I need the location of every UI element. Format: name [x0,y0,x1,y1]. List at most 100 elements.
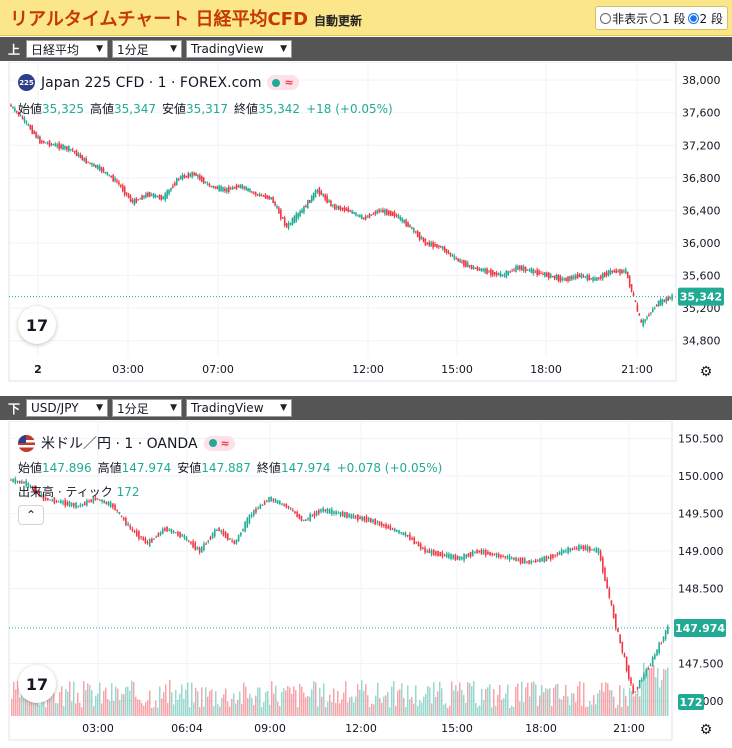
candle-body [638,313,641,316]
candle-body [605,272,608,276]
volume-bar [143,705,145,716]
nikkei-chart-panel[interactable]: 38,000 37,600 37,200 36,800 36,400 36,000 35,6… [0,62,732,390]
volume-bar [169,680,171,716]
price-tag-bg [678,287,724,306]
volume-bar [105,687,107,716]
candle-body [513,557,515,560]
top-symbol-select[interactable]: 日経平均 ▼ [26,40,108,58]
candle-body [609,270,612,274]
volume-bar [315,682,317,716]
candle-body [276,500,279,504]
volume-bar [647,667,649,716]
candle-body [305,205,307,208]
usdjpy-chart-canvas[interactable]: 150.500150.000149.500149.000148.500148.0… [0,421,732,748]
volume-bar [477,706,479,716]
candle-body [189,173,192,177]
candle-body [439,246,442,248]
candle-body [646,317,648,319]
collapse-button[interactable]: ⌃ [18,505,44,525]
candle-body [474,552,476,554]
volume-bar [419,700,421,716]
volume-bar [135,696,137,716]
candle-body [262,195,265,197]
nikkei-chart-canvas[interactable]: 38,000 37,600 37,200 36,800 36,400 36,000 35,6… [0,62,732,390]
candle-body [77,153,80,156]
volume-bar [225,688,227,716]
candle-body [345,208,348,211]
mode-one-radio[interactable]: 1 段 [650,10,686,27]
candle-body [237,534,240,541]
candle-body [51,499,53,501]
volume-bar [345,681,347,716]
volume-bar [285,690,287,716]
candle-body [57,501,60,503]
mode-two-radio[interactable]: 2 段 [687,10,723,27]
volume-bar [337,690,339,716]
bottom-source-select[interactable]: TradingView ▼ [186,399,292,417]
candle-body [380,210,382,212]
candle-body [68,501,71,507]
volume-bar [303,692,305,716]
bottom-interval-select[interactable]: 1分足 ▼ [112,399,182,417]
candle-body [615,613,617,629]
volume-bar [179,693,181,716]
candle-body [328,200,330,203]
low-label: 安値 [177,461,202,475]
candle-body [19,115,22,117]
bottom-symbol-select[interactable]: USD/JPY ▼ [26,399,108,417]
candle-body [499,272,502,277]
candle-body [401,217,404,222]
candle-body [588,546,591,551]
candle-body [295,213,298,222]
volume-bar [415,685,417,716]
candle-body [292,509,294,512]
candle-body [495,272,498,276]
candle-body [87,161,89,163]
x-tick-label: 18:00 [525,722,557,735]
volume-bar [399,689,401,716]
candle-body [560,549,563,556]
candle-body [661,299,664,305]
high-value: 147.974 [121,461,172,475]
volume-bar [99,682,101,716]
candle-body [315,511,318,516]
top-interval-select[interactable]: 1分足 ▼ [112,40,182,58]
candle-body [357,514,359,521]
candle-body [141,195,143,200]
volume-bar [23,697,25,716]
candle-body [263,501,266,505]
candle-body [549,273,552,279]
candle-body [586,274,589,280]
volume-label: 出来高 · ティック [18,485,113,499]
volume-bar [219,706,221,716]
candle-body [655,305,658,307]
settings-gear-icon[interactable]: ⚙ [699,364,713,380]
candle-body [112,175,114,182]
volume-bar [609,690,611,716]
candle-body [333,511,335,514]
x-tick-label: 2 [34,363,42,376]
candle-body [456,556,459,560]
candle-body [174,532,177,534]
usdjpy-chart-panel[interactable]: 150.500150.000149.500149.000148.500148.0… [0,421,732,748]
tradingview-logo[interactable]: 17 [18,665,56,703]
volume-bar [523,702,525,716]
candle-body [621,641,624,653]
market-status-pill[interactable]: ≈ [267,75,299,90]
candle-body [636,687,639,689]
tradingview-logo[interactable]: 17 [18,306,56,344]
volume-bar [13,681,15,716]
top-source-select[interactable]: TradingView ▼ [186,40,292,58]
market-status-pill[interactable]: ≈ [203,435,235,451]
candle-body [23,118,26,122]
volume-bar [517,683,519,716]
mode-hidden-radio[interactable]: 非表示 [600,10,648,27]
candle-body [592,276,594,281]
candle-body [405,219,407,226]
settings-gear-icon[interactable]: ⚙ [699,722,713,738]
low-value: 35,317 [186,102,229,116]
volume-bar [49,695,51,716]
candle-body [552,554,554,559]
volume-bar [167,702,169,716]
volume-bar [563,695,565,716]
